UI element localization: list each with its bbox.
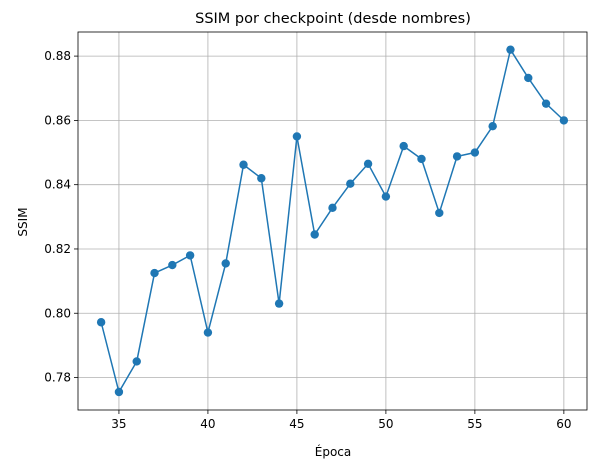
x-axis-ticks: 35 40 45 50 55 60: [111, 410, 572, 431]
data-point: [203, 328, 213, 337]
x-tick-label: 50: [378, 417, 393, 431]
data-point: [346, 179, 355, 188]
series-points: [96, 45, 569, 397]
x-tick-label: 60: [556, 417, 571, 431]
y-tick-label: 0.78: [44, 371, 71, 385]
x-tick-label: 40: [200, 417, 215, 431]
data-point: [506, 45, 515, 54]
data-point: [114, 387, 124, 397]
data-point: [328, 203, 337, 213]
data-point: [168, 260, 177, 270]
data-point: [150, 268, 159, 278]
chart-title: SSIM por checkpoint (desde nombres): [195, 11, 471, 27]
y-axis-ticks: 0.78 0.80 0.82 0.84 0.86 0.88: [44, 49, 78, 385]
y-tick-label: 0.80: [44, 306, 71, 320]
y-tick-label: 0.82: [44, 242, 71, 256]
data-point: [399, 141, 408, 151]
data-point: [559, 116, 569, 125]
x-axis-label: Época: [315, 444, 352, 459]
data-point: [239, 160, 248, 169]
data-point: [96, 318, 106, 327]
y-axis-label: SSIM: [16, 207, 30, 236]
data-point: [452, 152, 462, 161]
data-point: [257, 174, 266, 183]
data-point: [417, 154, 426, 164]
data-point: [310, 230, 319, 239]
plot-frame: [77, 31, 588, 411]
data-point: [132, 357, 141, 366]
y-tick-label: 0.86: [44, 113, 71, 127]
data-point: [363, 159, 373, 168]
data-point: [470, 148, 480, 157]
data-point: [524, 73, 533, 83]
data-point: [292, 132, 302, 141]
data-point: [488, 121, 497, 131]
y-tick-label: 0.84: [44, 178, 71, 192]
data-point: [185, 251, 195, 260]
data-point: [541, 99, 551, 108]
x-tick-label: 45: [289, 417, 304, 431]
data-point: [381, 192, 391, 201]
data-point: [274, 299, 284, 308]
x-tick-label: 55: [467, 417, 482, 431]
x-tick-label: 35: [111, 417, 126, 431]
grid-lines: [78, 32, 587, 410]
data-point: [221, 259, 230, 268]
series-line: [100, 47, 565, 394]
data-point: [435, 208, 444, 218]
y-tick-label: 0.88: [44, 49, 71, 63]
